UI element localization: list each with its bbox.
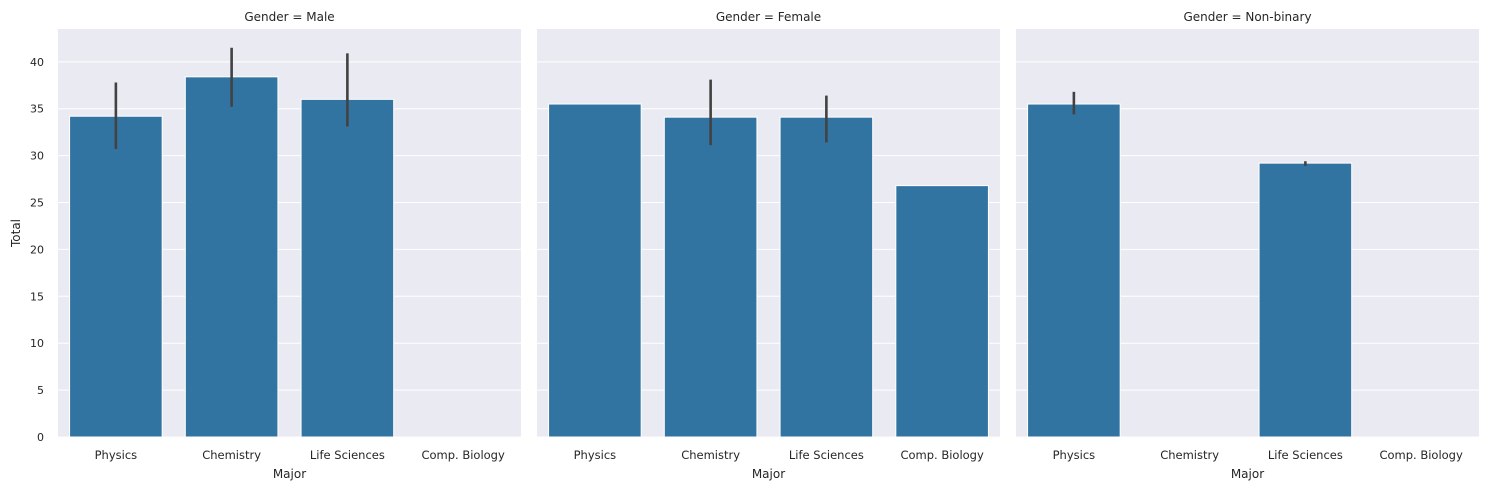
y-tick-label: 30	[30, 150, 44, 163]
x-tick-label: Physics	[1053, 448, 1096, 462]
y-tick-label: 20	[30, 243, 44, 256]
y-tick-label: 10	[30, 337, 44, 350]
bar	[663, 116, 758, 438]
y-tick-label: 35	[30, 103, 44, 116]
y-tick-label: 40	[30, 56, 44, 69]
bar	[1258, 162, 1353, 438]
x-tick-label: Comp. Biology	[900, 448, 984, 462]
bar	[300, 98, 395, 438]
y-axis-label: Total	[9, 219, 23, 248]
bar	[184, 76, 279, 438]
y-tick-label: 5	[37, 384, 44, 397]
panel-title: Gender = Male	[244, 10, 334, 24]
x-tick-label: Life Sciences	[310, 448, 385, 462]
bar	[1027, 103, 1121, 438]
bar	[895, 185, 989, 438]
x-axis-label: Major	[1231, 467, 1264, 481]
x-axis-label: Major	[273, 467, 306, 481]
panel-title: Gender = Female	[716, 10, 821, 24]
x-tick-label: Physics	[95, 448, 138, 462]
x-tick-label: Life Sciences	[1268, 448, 1343, 462]
bar	[69, 115, 163, 438]
x-tick-label: Comp. Biology	[1379, 448, 1463, 462]
panel-title: Gender = Non-binary	[1183, 10, 1311, 24]
x-axis-label: Major	[752, 467, 785, 481]
y-tick-label: 15	[30, 290, 44, 303]
x-tick-label: Comp. Biology	[421, 448, 505, 462]
y-tick-label: 25	[30, 197, 44, 210]
x-tick-label: Chemistry	[681, 448, 740, 462]
bar	[548, 103, 642, 438]
x-tick-label: Chemistry	[202, 448, 261, 462]
x-tick-label: Chemistry	[1160, 448, 1219, 462]
x-tick-label: Physics	[574, 448, 617, 462]
y-tick-label: 0	[37, 431, 44, 444]
bar	[779, 116, 874, 438]
x-tick-label: Life Sciences	[789, 448, 864, 462]
